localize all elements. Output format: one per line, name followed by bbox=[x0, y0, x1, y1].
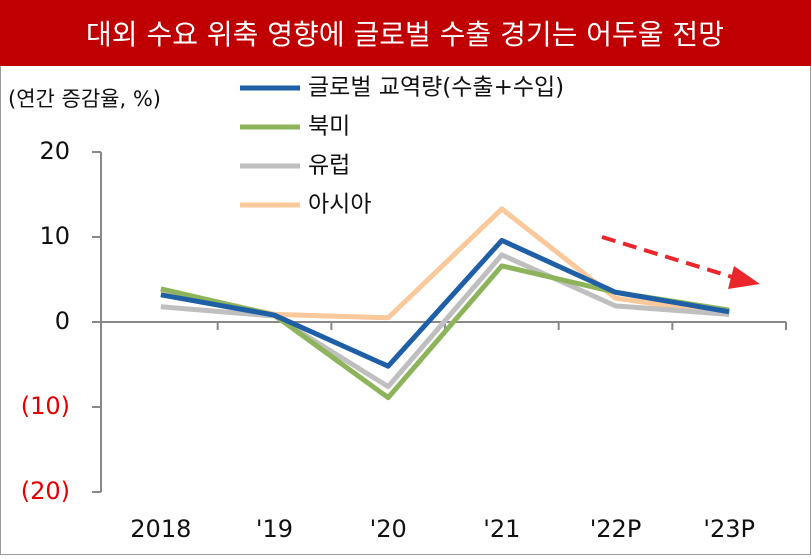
y-tick-label: 20 bbox=[39, 137, 70, 165]
x-tick-label: 2018 bbox=[130, 515, 191, 543]
chart-title: 대외 수요 위축 영향에 글로벌 수출 경기는 어두울 전망 bbox=[86, 18, 724, 51]
series-line bbox=[160, 237, 730, 369]
title-banner bbox=[0, 0, 811, 66]
y-tick-label: (10) bbox=[21, 392, 70, 420]
x-tick-label: '23P bbox=[703, 515, 755, 543]
y-tick-label: (20) bbox=[21, 477, 70, 505]
legend-label: 북미 bbox=[308, 114, 350, 140]
x-tick-label: '22P bbox=[590, 515, 642, 543]
series-line bbox=[160, 252, 730, 390]
x-tick-label: '21 bbox=[483, 515, 520, 543]
x-tick-label: '19 bbox=[256, 515, 293, 543]
y-tick-label: 0 bbox=[55, 307, 70, 335]
y-tick-label: 10 bbox=[39, 222, 70, 250]
legend-label: 아시아 bbox=[308, 192, 371, 218]
trend-arrow bbox=[601, 235, 760, 289]
legend-label: 유럽 bbox=[308, 153, 350, 179]
y-axis-label: (연간 증감율, %) bbox=[8, 87, 161, 111]
legend-label: 글로벌 교역량(수출+수입) bbox=[308, 75, 564, 101]
x-tick-label: '20 bbox=[370, 515, 407, 543]
